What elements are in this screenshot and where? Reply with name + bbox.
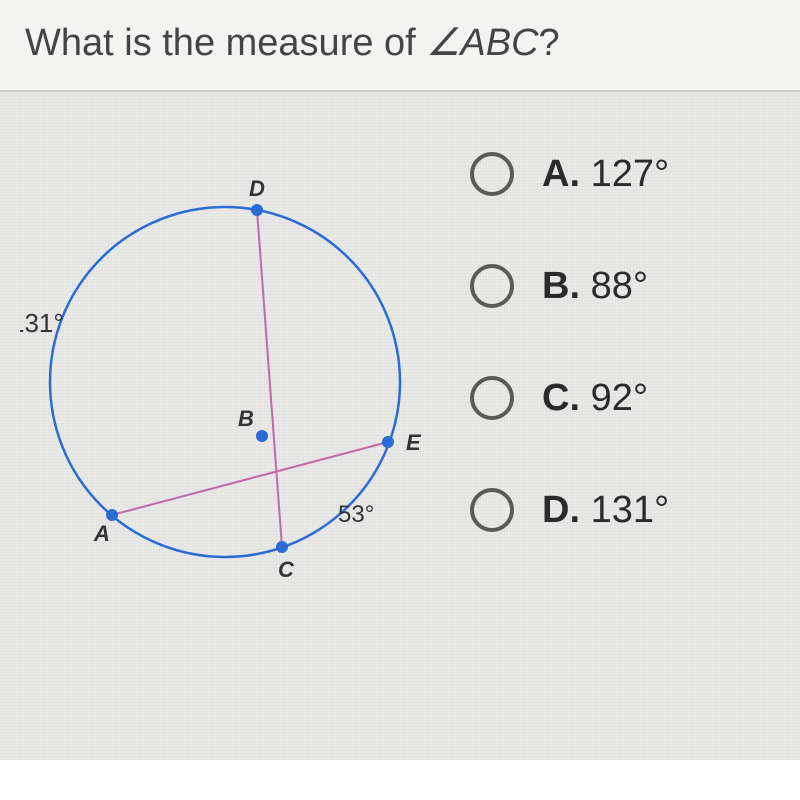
option-letter: C. [542,377,580,419]
angle-name: ABC [460,22,538,64]
point-D [251,204,263,216]
option-value: 92° [591,377,648,419]
arc-label-1: 53° [338,501,374,528]
question-prefix: What is the measure of [25,22,426,64]
question-area: What is the measure of ∠ABC? [0,0,800,90]
label-A: A [93,521,110,546]
option-letter: A. [542,153,580,195]
question-suffix: ? [539,22,560,64]
option-value: 131° [591,489,670,531]
point-C [276,541,288,553]
point-E [382,436,394,448]
option-label: D. 131° [542,489,669,532]
content-area: D E C A B 131° 53° A. 127° B. 88° C. 92° [0,90,800,760]
label-E: E [406,430,422,455]
arc-label-0: 131° [20,308,64,338]
chords [112,210,388,547]
option-letter: D. [542,489,580,531]
geometry-diagram: D E C A B 131° 53° [20,102,450,622]
label-C: C [278,557,295,582]
option-value: 127° [591,153,670,195]
chord-DC [257,210,282,547]
point-B [256,430,268,442]
option-letter: B. [542,265,580,307]
option-c[interactable]: C. 92° [470,376,669,420]
radio-icon[interactable] [470,488,514,532]
option-d[interactable]: D. 131° [470,488,669,532]
point-A [106,509,118,521]
label-B: B [238,406,254,431]
label-D: D [249,176,265,201]
radio-icon[interactable] [470,264,514,308]
arc-labels: 131° 53° [20,308,374,528]
option-label: B. 88° [542,265,648,308]
radio-icon[interactable] [470,376,514,420]
question-text: What is the measure of ∠ABC? [25,22,560,64]
radio-icon[interactable] [470,152,514,196]
option-a[interactable]: A. 127° [470,152,669,196]
option-b[interactable]: B. 88° [470,264,669,308]
option-value: 88° [591,265,648,307]
angle-symbol: ∠ [426,22,460,64]
answer-options: A. 127° B. 88° C. 92° D. 131° [470,152,669,600]
option-label: A. 127° [542,153,669,196]
option-label: C. 92° [542,377,648,420]
